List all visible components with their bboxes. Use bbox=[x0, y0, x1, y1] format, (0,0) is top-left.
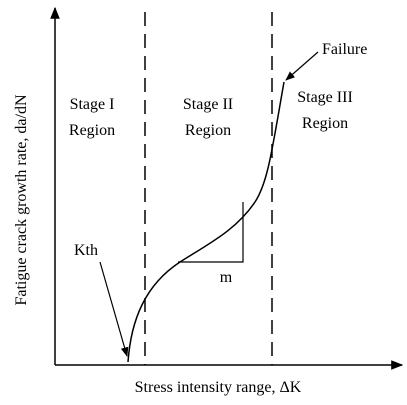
growth-curve bbox=[127, 81, 285, 363]
region-label: Stage I bbox=[70, 96, 115, 113]
region-label: Region bbox=[185, 122, 231, 139]
x-axis-label: Stress intensity range, ΔK bbox=[135, 379, 302, 396]
slope-triangle bbox=[178, 202, 244, 263]
region-label: Region bbox=[69, 122, 115, 139]
region-label: Region bbox=[302, 115, 348, 132]
region-label: Stage II bbox=[183, 96, 233, 113]
region-label: Stage III bbox=[297, 89, 353, 106]
y-axis-label: Fatigue crack growth rate, da/dN bbox=[13, 94, 30, 305]
threshold-label: Kth bbox=[74, 242, 98, 259]
failure-arrow bbox=[285, 51, 319, 81]
kth-arrow bbox=[99, 261, 129, 357]
failure-label: Failure bbox=[322, 41, 367, 58]
slope-label: m bbox=[220, 269, 233, 286]
